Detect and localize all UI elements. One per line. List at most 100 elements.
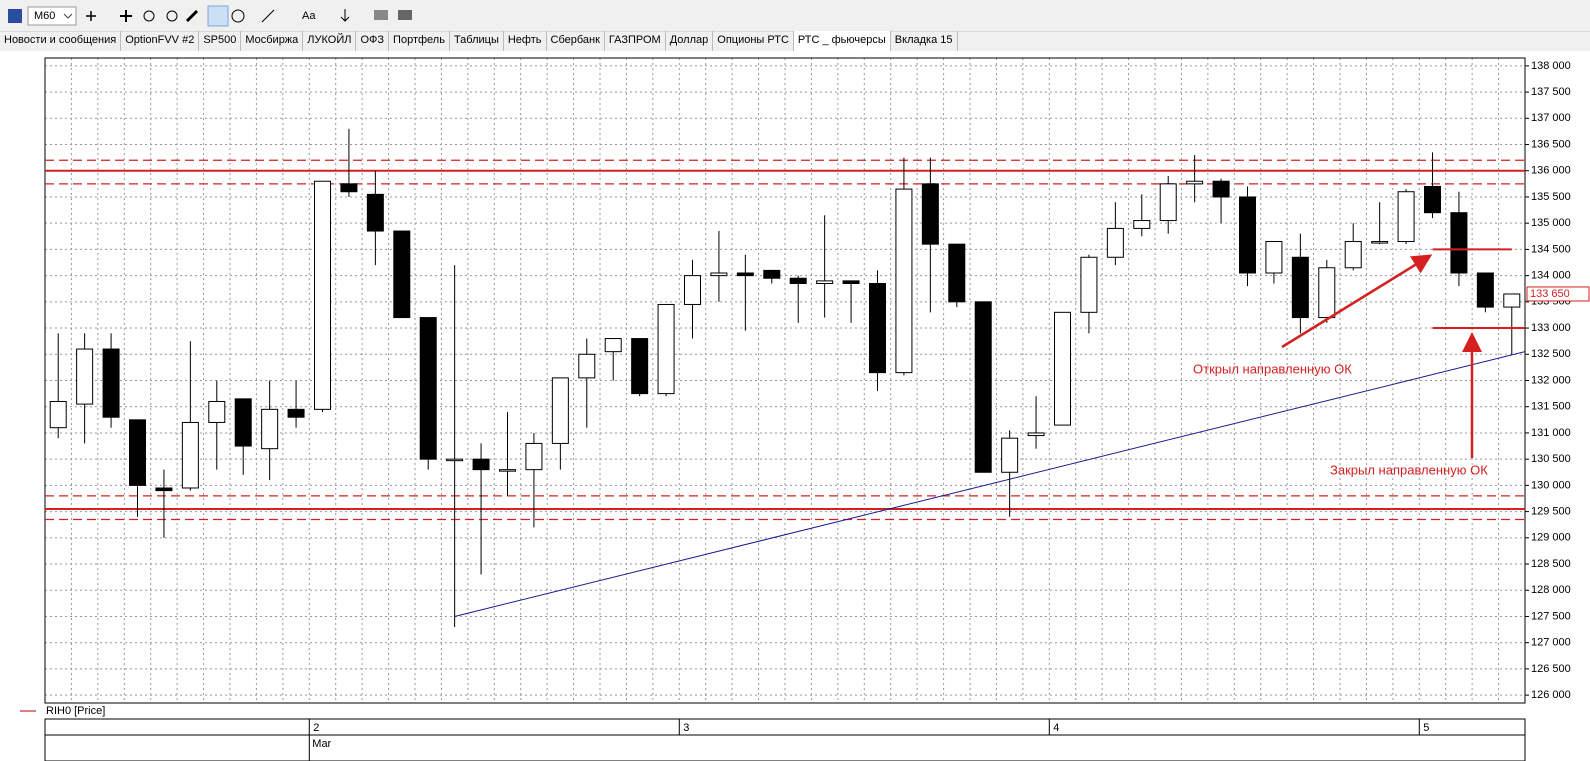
toolbar: M60 Aa [0,0,1590,32]
candle-body [1291,256,1309,319]
y-tick-label: 128 500 [1531,558,1571,570]
hand-icon[interactable] [231,9,245,23]
candle-body [76,348,94,405]
y-tick-label: 135 500 [1531,191,1571,203]
y-tick-label: 136 000 [1531,165,1571,177]
candle-body [604,338,622,353]
tab[interactable]: Доллар [666,31,714,51]
candle-body [261,408,279,450]
y-tick-label: 133 000 [1531,322,1571,334]
dropdown-arrow [63,13,73,19]
candle-body [1080,256,1098,313]
tool-icon[interactable] [374,10,388,20]
candle-body [129,419,146,486]
candle-body [1476,272,1494,308]
arrow-tool[interactable] [340,9,350,22]
chart-icon[interactable] [8,9,22,23]
tab[interactable]: Портфель [389,31,450,51]
candle-body [736,272,754,277]
candle-body [1054,311,1071,426]
candle-body [181,421,199,489]
tab[interactable]: SP500 [199,31,242,51]
y-tick-label: 127 000 [1531,637,1571,649]
y-tick-label: 130 000 [1531,479,1571,491]
y-tick-label: 126 000 [1531,689,1571,701]
candle-body [948,243,966,303]
move-icon[interactable] [120,10,132,22]
candle-body [314,180,331,410]
tab[interactable]: ОФЗ [356,31,390,51]
candle-body [1159,183,1177,222]
y-tick-label: 132 500 [1531,348,1571,360]
candle-body [578,353,596,379]
trendline [454,351,1526,617]
tab[interactable]: Опционы РТС [713,31,794,51]
candle-body [446,458,464,462]
ruler-icon[interactable] [185,9,199,23]
candle-body [472,458,490,471]
zoom-out-icon[interactable] [166,10,178,22]
candle-body [1186,180,1204,185]
y-tick-label: 138 000 [1531,60,1571,72]
tab[interactable]: РТС _ фьючерсы [793,31,891,51]
candle-body [974,301,992,473]
month-label: Mar [312,738,331,750]
candle-body [1503,293,1521,308]
candle-body [1265,241,1283,274]
candle-body [816,280,834,284]
tab[interactable]: Мосбиржа [241,31,304,51]
timeframe-select[interactable] [27,6,77,26]
tab[interactable]: OptionFVV #2 [121,31,200,51]
candle-body [869,282,886,374]
y-tick-label: 129 000 [1531,532,1571,544]
legend-label: RIH0 [Price] [46,705,105,717]
tab-bar: Новости и сообщения OptionFVV #2 SP500 Мосб… [0,31,1590,51]
candle-body [842,280,860,284]
tab[interactable]: ГАЗПРОМ [605,31,666,51]
tab[interactable]: ЛУКОЙЛ [303,31,357,51]
crosshair-icon[interactable] [86,11,96,21]
candle-body [551,377,569,444]
y-tick-label: 129 500 [1531,506,1571,518]
tab[interactable]: Новости и сообщения [0,31,122,51]
y-tick-label: 131 500 [1531,401,1571,413]
candle-body [1344,241,1362,269]
y-tick-label: 134 500 [1531,243,1571,255]
y-tick-label: 135 000 [1531,217,1571,229]
chart: 126 000 126 500 127 000 127 500 128 000 128 5… [0,51,1590,761]
candle-body [419,317,437,460]
candle-body [1397,191,1415,243]
tab[interactable]: Нефть [504,31,547,51]
annotation: Открыл направленную ОК [1193,361,1352,376]
candle-body [1450,212,1468,274]
tab[interactable]: Вкладка 15 [891,31,958,51]
candle-body [657,303,675,395]
tab[interactable]: Таблицы [450,31,504,51]
candle-body [366,193,384,232]
x-tick-label: 2 [313,722,319,734]
candle-body [763,269,781,279]
candle-body [499,469,516,472]
candle-body [895,188,913,374]
candle-body [208,400,226,423]
candle-body [340,183,358,193]
y-tick-label: 127 500 [1531,610,1571,622]
candle-body [155,487,173,492]
hand-active[interactable] [207,5,229,27]
y-tick-label: 136 500 [1531,138,1571,150]
y-tick-label: 132 000 [1531,374,1571,386]
candle-body [1001,437,1019,473]
y-tick-label: 137 500 [1531,86,1571,98]
tool-icon[interactable] [398,10,412,20]
tab[interactable]: Сбербанк [547,31,605,51]
candle-body [234,398,252,447]
y-tick-label: 131 000 [1531,427,1571,439]
font-button[interactable]: Aa [302,10,316,22]
candle-body [102,348,120,418]
candle-body [684,275,701,305]
y-tick-label: 134 000 [1531,270,1571,282]
candle-body [1371,241,1389,244]
line-tool[interactable] [261,9,275,23]
zoom-in-icon[interactable] [143,10,155,22]
